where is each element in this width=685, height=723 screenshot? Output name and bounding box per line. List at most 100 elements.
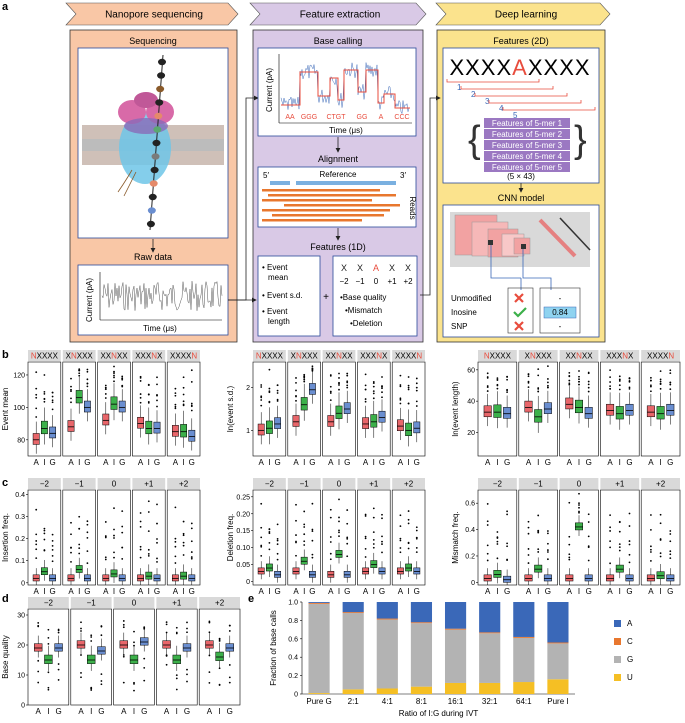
- outlier-point: [276, 398, 279, 401]
- outlier-point: [174, 506, 177, 509]
- x-tick-label: G: [49, 458, 55, 467]
- outlier-point: [35, 508, 38, 511]
- outlier-point: [147, 393, 150, 396]
- facet-header: [97, 350, 131, 361]
- outlier-point: [381, 513, 383, 516]
- outlier-point: [506, 378, 508, 381]
- outlier-point: [399, 537, 402, 540]
- box: [646, 405, 655, 418]
- x-tick-label: G: [414, 587, 420, 596]
- outlier-point: [156, 376, 158, 379]
- outlier-point: [578, 492, 580, 495]
- outlier-point: [78, 368, 81, 371]
- outlier-point: [415, 551, 418, 554]
- outlier-point: [415, 529, 418, 532]
- kmer-letter: X: [341, 263, 347, 273]
- facet-header: [253, 478, 286, 489]
- kmer-bracket: [460, 86, 554, 90]
- facet-label: 0: [132, 599, 137, 608]
- outlier-point: [568, 382, 571, 385]
- outlier-point: [628, 377, 631, 379]
- outlier-point: [208, 681, 211, 684]
- feature-row-bg: [484, 151, 570, 161]
- x-tick-label: I: [407, 587, 409, 596]
- outlier-point: [338, 388, 340, 391]
- outlier-point: [547, 381, 549, 384]
- outlier-point: [381, 376, 383, 378]
- outlier-point: [609, 385, 611, 388]
- outlier-point: [37, 624, 40, 627]
- segmentation-line: [281, 69, 410, 109]
- kmer-letter: X: [357, 263, 363, 273]
- outlier-point: [506, 388, 508, 391]
- outlier-point: [190, 404, 193, 407]
- outlier-point: [43, 392, 46, 395]
- outlier-point: [47, 671, 50, 674]
- outlier-point: [578, 375, 580, 378]
- stage-title-deep: Deep learning: [495, 10, 557, 21]
- outlier-point: [51, 401, 54, 404]
- outlier-point: [486, 503, 489, 505]
- outlier-point: [609, 387, 611, 390]
- outlier-point: [311, 367, 314, 370]
- alignment-box: [257, 166, 417, 228]
- outlier-point: [568, 553, 571, 556]
- outlier-point: [407, 384, 410, 387]
- x-tick-label: G: [154, 587, 160, 596]
- outlier-point: [260, 545, 263, 548]
- outlier-point: [208, 621, 211, 624]
- outlier-point: [372, 543, 375, 545]
- outlier-point: [113, 507, 115, 510]
- boxplot: ln(event length) 20 40 60 NXXXX XNXXX XXNXX XXX…: [451, 350, 681, 467]
- facet-label: XNXXX: [525, 352, 553, 361]
- box: [274, 571, 282, 578]
- outlier-point: [70, 521, 72, 524]
- nucleotide: [155, 99, 164, 106]
- base-call-letter: A: [379, 114, 384, 121]
- outlier-point: [90, 686, 93, 689]
- outlier-point: [268, 532, 271, 535]
- quality-features-box: [332, 255, 418, 337]
- outlier-point: [303, 544, 306, 546]
- outlier-point: [156, 538, 158, 540]
- facet-header: [478, 478, 517, 489]
- outlier-point: [618, 530, 621, 533]
- box: [606, 574, 615, 582]
- outlier-point: [415, 382, 418, 385]
- outlier-point: [174, 407, 177, 410]
- facet-header: [97, 478, 131, 489]
- base-call-letter: CTGT: [326, 114, 346, 121]
- x-tick-label: I: [133, 707, 135, 716]
- outlier-point: [86, 562, 89, 565]
- output-label: Unmodified: [451, 294, 491, 303]
- facet-header: [132, 478, 166, 489]
- outlier-point: [182, 376, 185, 379]
- bar-segment-G: [410, 623, 433, 687]
- base-call-letter: AA: [285, 114, 295, 121]
- outlier-point: [415, 377, 418, 380]
- outlier-point: [338, 535, 340, 538]
- outlier-point: [78, 374, 81, 377]
- outlier-point: [186, 621, 188, 624]
- y-tick-label: 0: [294, 692, 298, 699]
- x-tick-label: G: [667, 458, 673, 467]
- x-tick-label: I: [659, 458, 661, 467]
- nucleotide: [158, 58, 166, 66]
- facet-label: XNXXX: [291, 352, 319, 361]
- outlier-point: [174, 387, 177, 390]
- x-tick-label: G: [84, 458, 90, 467]
- outlier-point: [659, 539, 662, 541]
- outlier-point: [139, 556, 142, 559]
- outlier-point: [190, 381, 193, 383]
- kmer-position: +2: [403, 277, 413, 286]
- kmer-position: 0: [374, 277, 379, 286]
- facet-label: +1: [615, 480, 625, 489]
- outlier-point: [650, 514, 652, 516]
- box: [76, 640, 86, 649]
- x-tick-label: A: [526, 587, 532, 596]
- x-tick-label: Pure G: [306, 697, 331, 706]
- outlier-point: [70, 397, 72, 400]
- box: [171, 425, 179, 437]
- outlier-point: [276, 384, 279, 387]
- x-tick-label: A: [68, 587, 74, 596]
